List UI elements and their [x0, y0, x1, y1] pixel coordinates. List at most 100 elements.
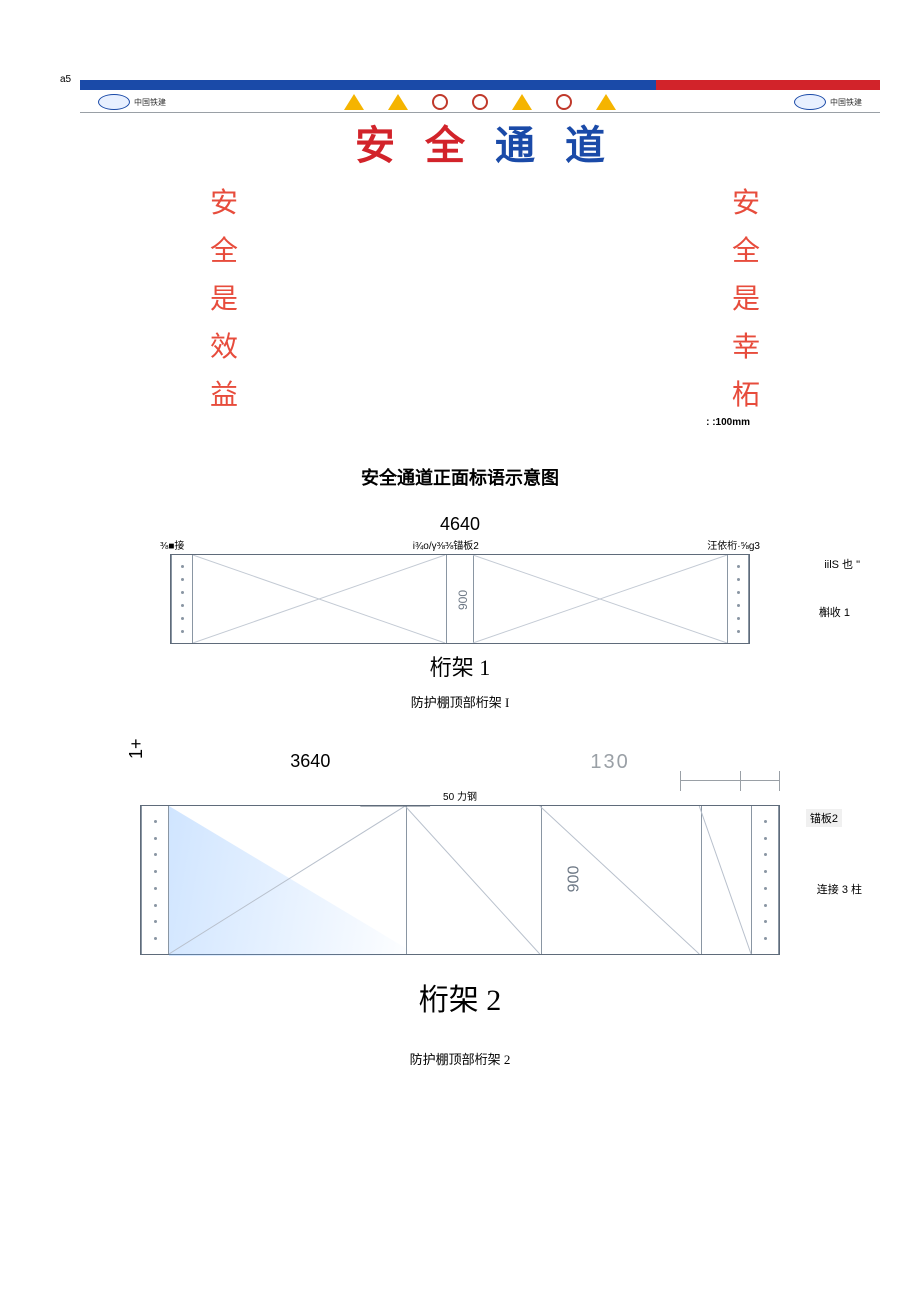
truss2-angle-label: 50 力钢 [443, 788, 477, 803]
prohibit-icon [472, 94, 488, 110]
logo-text-right: 中国铁建 [830, 97, 862, 108]
bolt-icon [764, 937, 767, 940]
bolt-icon [154, 937, 157, 940]
mid-strut [406, 806, 414, 954]
truss1-label-right: 汪依桁·⅝g3 [707, 537, 760, 552]
bolt-icon [154, 887, 157, 890]
bolt-icon [181, 617, 184, 620]
shaded-panel [169, 806, 419, 956]
crcc-logo-icon [98, 94, 130, 110]
dim-tick [680, 771, 681, 791]
title-char: 安 [355, 113, 425, 171]
bolt-icon [181, 591, 184, 594]
slogan-char: 柘 [732, 373, 760, 413]
slogan-char: 是 [210, 277, 238, 317]
title-char: 道 [565, 113, 635, 171]
dim-tick [740, 771, 741, 791]
slogan-char: 是 [732, 277, 760, 317]
prohibit-icon [556, 94, 572, 110]
bolt-icon [764, 870, 767, 873]
banner-title: 安 全 通 道 [80, 113, 880, 171]
bolt-icon [737, 565, 740, 568]
truss2-side-note1: 锚板2 [806, 809, 842, 827]
truss1-label-row: ⅜■接 i¾o/γ⅜⅜锚板2 汪依桁·⅝g3 [120, 537, 800, 552]
slogan-char: 幸 [732, 325, 760, 365]
logo-text-left: 中国铁建 [134, 97, 166, 108]
slogan-right: 安 全 是 幸 柘 [732, 181, 760, 413]
truss1-diagram: 900 [170, 554, 750, 644]
title-char: 通 [495, 113, 565, 171]
truss2-side-note2: 连接 3 柱 [817, 881, 862, 897]
slogan-columns: 安 全 是 效 益 安 全 是 幸 柘 [40, 171, 880, 413]
truss1-top-dim: 4640 [120, 514, 800, 535]
bolt-icon [154, 920, 157, 923]
truss1-name: 桁架 1 [120, 650, 800, 682]
title-char: 全 [425, 113, 495, 171]
bolt-icon [764, 887, 767, 890]
anchor-plate-left [141, 806, 169, 954]
warning-icon [388, 94, 408, 110]
anchor-plate-left [171, 555, 193, 643]
slogan-left: 安 全 是 效 益 [210, 181, 238, 413]
truss1-wrap: 4640 ⅜■接 i¾o/γ⅜⅜锚板2 汪依桁·⅝g3 900 iilS 也 "… [120, 514, 800, 711]
bolt-icon [154, 820, 157, 823]
truss2-side-dim: 130 [590, 751, 629, 774]
truss1-side-note2: 槲收 1 [819, 604, 850, 620]
bolt-icon [154, 853, 157, 856]
warning-icon [344, 94, 364, 110]
slogan-char: 益 [210, 373, 238, 413]
slogan-char: 全 [210, 229, 238, 269]
prohibit-icon [432, 94, 448, 110]
dim-arrow [680, 780, 780, 790]
safety-banner: a5 中国铁建 中国铁建 安 全 通 道 [80, 80, 880, 171]
stripe-blue [80, 80, 656, 90]
section-title: 安全通道正面标语示意图 [40, 464, 880, 490]
bolt-icon [764, 837, 767, 840]
dim-tick [779, 771, 780, 791]
bolt-icon [154, 837, 157, 840]
truss2-wrap: 1+ 3640 130 50 力钢 900 锚板2 [80, 751, 840, 1068]
logo-right: 中国铁建 [794, 94, 862, 110]
bolt-icon [737, 617, 740, 620]
truss2-top-dim: 3640 [290, 751, 330, 772]
truss2-name: 桁架 2 [80, 975, 840, 1019]
anchor-plate-right [727, 555, 749, 643]
bolt-icon [154, 870, 157, 873]
slogan-char: 安 [732, 181, 760, 221]
bolt-icon [764, 904, 767, 907]
unit-note: : :100mm [40, 417, 880, 428]
slogan-char: 效 [210, 325, 238, 365]
crcc-logo-icon [794, 94, 826, 110]
slogan-char: 安 [210, 181, 238, 221]
truss2-height-dim: 900 [565, 866, 583, 893]
hazard-icon-row [344, 94, 616, 110]
stripe-red [656, 80, 880, 90]
truss2-caption: 防护棚顶部桁架 2 [80, 1049, 840, 1068]
warning-icon [596, 94, 616, 110]
bolt-icon [737, 591, 740, 594]
bolt-icon [181, 604, 184, 607]
mid-strut [541, 806, 549, 954]
warning-icon [512, 94, 532, 110]
bolt-icon [737, 578, 740, 581]
truss1-side-note1: iilS 也 " [824, 556, 860, 572]
truss2-axis: 1+ [126, 738, 147, 759]
truss1-height-dim: 900 [456, 590, 470, 610]
corner-code: a5 [60, 74, 71, 85]
bolt-icon [181, 565, 184, 568]
bolt-icon [181, 630, 184, 633]
bolt-icon [764, 920, 767, 923]
slogan-char: 全 [732, 229, 760, 269]
banner-icon-row: 中国铁建 中国铁建 [80, 90, 880, 113]
bolt-icon [181, 578, 184, 581]
truss1-caption: 防护棚顶部桁架 I [120, 692, 800, 711]
truss1-label-mid: i¾o/γ⅜⅜锚板2 [413, 537, 479, 552]
logo-left: 中国铁建 [98, 94, 166, 110]
truss2-diagram: 900 [140, 805, 780, 955]
bolt-icon [764, 853, 767, 856]
mid-strut [701, 806, 709, 954]
bolt-icon [737, 630, 740, 633]
bolt-icon [764, 820, 767, 823]
anchor-plate-right [751, 806, 779, 954]
bolt-icon [737, 604, 740, 607]
